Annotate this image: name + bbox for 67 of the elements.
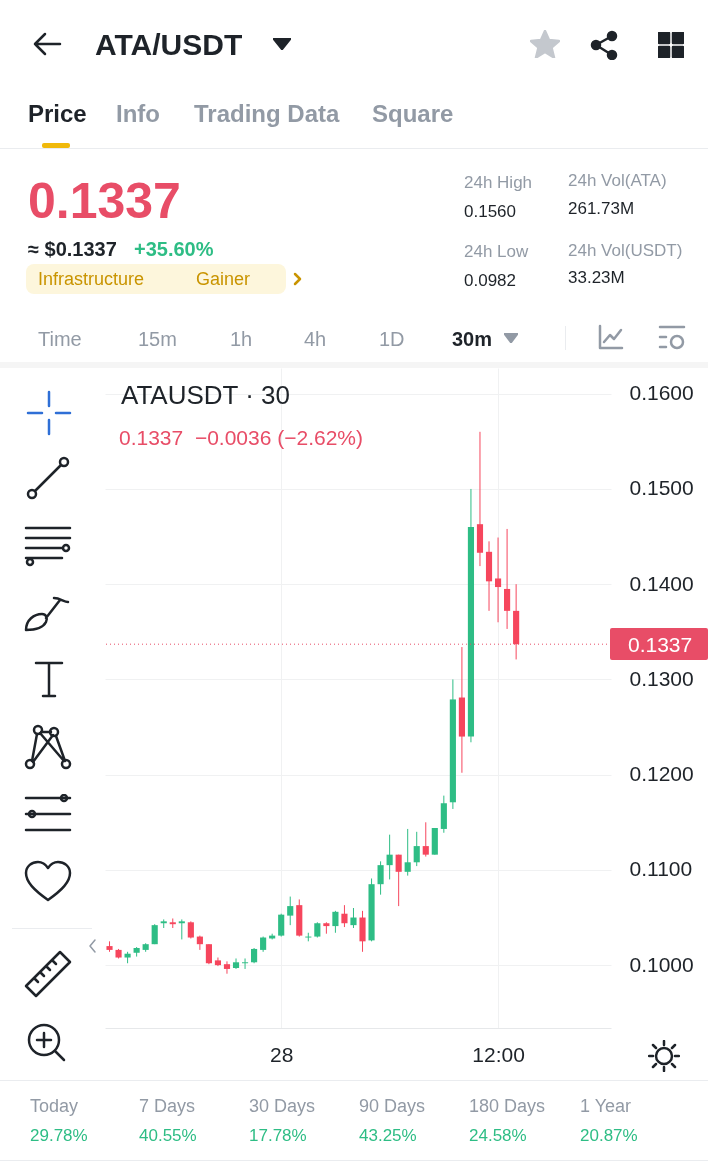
candlestick	[287, 896, 294, 926]
text: ≈ $0.1337	[28, 238, 117, 260]
text: 90 Days	[359, 1096, 426, 1116]
candlestick	[377, 860, 384, 896]
y-tick-label: 0.1600	[629, 381, 694, 405]
text: 24h Vol(USDT)	[568, 241, 683, 260]
text: 1h	[230, 328, 253, 350]
candlestick	[404, 828, 411, 877]
text: Square	[372, 100, 454, 127]
text: 29.78%	[30, 1126, 88, 1145]
text: 30m	[452, 328, 493, 350]
text: 0.1560	[464, 202, 516, 221]
y-tick-label: 0.1000	[629, 952, 694, 976]
candlestick	[350, 907, 357, 929]
text: 4h	[304, 328, 327, 350]
text: 15m	[138, 328, 177, 350]
text: 30 Days	[249, 1096, 316, 1116]
y-tick-label: 0.1100	[629, 857, 693, 881]
text: 7 Days	[139, 1096, 196, 1116]
candlestick	[178, 918, 185, 940]
text: 33.23M	[568, 268, 625, 287]
candlestick	[232, 957, 240, 970]
text: 1D	[379, 328, 405, 350]
text: Price	[28, 100, 87, 127]
text: 24.58%	[469, 1126, 527, 1145]
text: ATAUSDT · 30	[121, 380, 291, 410]
text: Trading Data	[194, 100, 340, 127]
y-tick-label: 0.1300	[629, 666, 694, 690]
x-tick-label: 12:00	[472, 1042, 525, 1066]
candlestick	[422, 821, 429, 858]
candlestick	[504, 528, 511, 630]
text: 24h Low	[464, 242, 529, 261]
text: 180 Days	[469, 1096, 546, 1116]
text: Time	[38, 328, 82, 350]
x-tick-label: 28	[270, 1042, 294, 1066]
text: Info	[116, 100, 160, 127]
y-tick-label: 0.1500	[629, 476, 694, 500]
text: Gainer	[196, 269, 251, 289]
text: 17.78%	[249, 1126, 307, 1145]
candlestick	[413, 831, 420, 867]
text: 20.87%	[580, 1126, 638, 1145]
text: 0.1337 −0.0036 (−2.62%)	[119, 426, 364, 449]
text: 24h Vol(ATA)	[568, 171, 667, 190]
candlestick	[332, 910, 339, 934]
candlestick	[241, 957, 249, 970]
text: 261.73M	[568, 199, 635, 218]
y-tick-label: 0.1200	[629, 762, 694, 786]
text: ATA/USDT	[95, 28, 243, 61]
text: 0.1337	[28, 173, 181, 229]
text: +35.60%	[134, 238, 214, 260]
text: Today	[30, 1096, 79, 1116]
text: 43.25%	[359, 1126, 417, 1145]
candlestick	[494, 537, 502, 623]
candlestick	[386, 834, 393, 880]
candlestick	[341, 904, 348, 928]
candlestick	[278, 913, 285, 938]
text: 40.55%	[139, 1126, 197, 1145]
candlestick	[223, 960, 231, 975]
ref-line-label: 0.1337	[628, 633, 693, 657]
text: 1 Year	[580, 1096, 632, 1116]
candlestick	[395, 854, 402, 907]
candlestick	[359, 910, 366, 953]
text: Infrastructure	[38, 269, 145, 289]
text: 24h High	[464, 173, 533, 192]
text: 0.0982	[464, 271, 516, 290]
y-tick-label: 0.1400	[629, 571, 694, 595]
candlestick	[205, 943, 212, 965]
